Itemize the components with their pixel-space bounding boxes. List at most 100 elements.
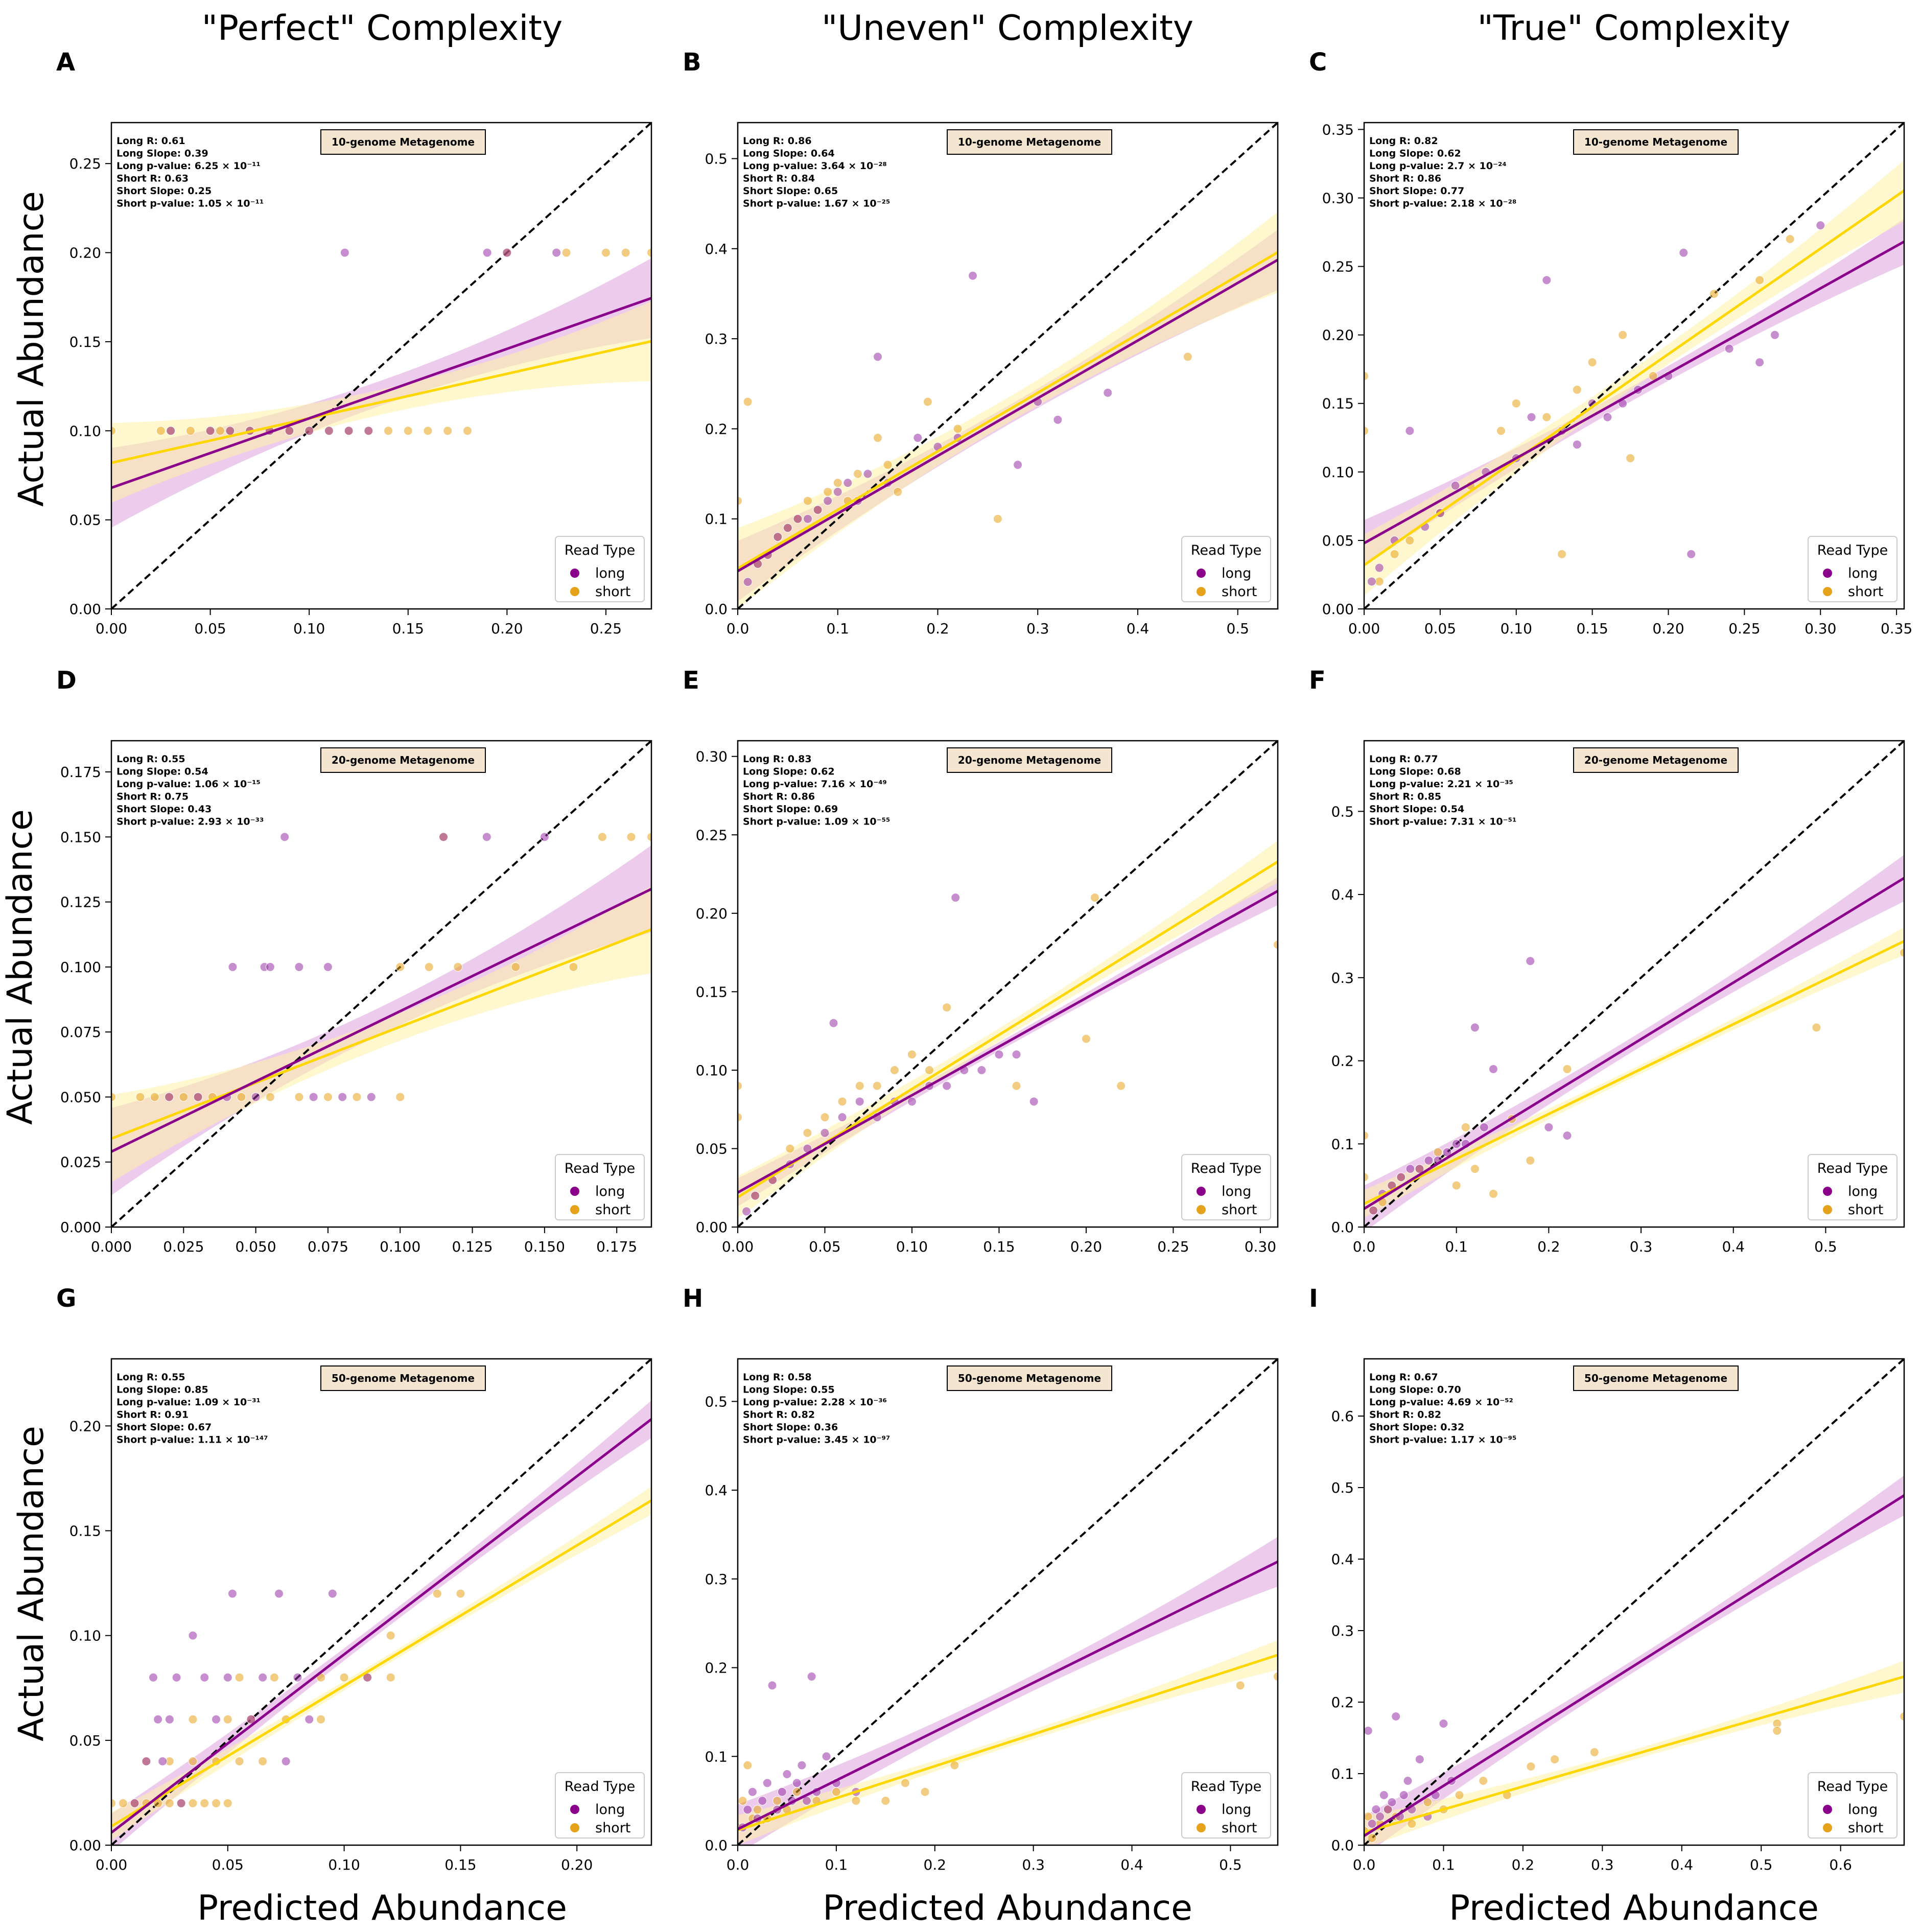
axes-frame bbox=[737, 740, 1279, 1228]
stats-line: Long Slope: 0.39 bbox=[116, 148, 208, 159]
long-point bbox=[793, 514, 803, 524]
long-point bbox=[482, 832, 491, 842]
long-point bbox=[439, 832, 449, 842]
short-point bbox=[743, 397, 753, 407]
stats-line: Short R: 0.75 bbox=[116, 791, 189, 803]
long-point bbox=[777, 1787, 787, 1797]
short-point bbox=[1526, 1762, 1536, 1771]
y-tick-label: 0.3 bbox=[705, 1571, 728, 1588]
long-point bbox=[552, 248, 561, 257]
short-point bbox=[1423, 1798, 1433, 1807]
short-point bbox=[738, 496, 742, 506]
title-box bbox=[320, 1365, 486, 1391]
y-tick-label: 0.025 bbox=[60, 1154, 101, 1171]
short-point bbox=[647, 832, 651, 842]
y-tick-label: 0.0 bbox=[1331, 1219, 1354, 1236]
short-point bbox=[1364, 371, 1369, 381]
x-tick-label: 0.05 bbox=[212, 1856, 244, 1873]
long-point bbox=[1013, 460, 1023, 469]
x-tick-label: 0.050 bbox=[236, 1238, 276, 1255]
short-point bbox=[1235, 1681, 1245, 1690]
short-point bbox=[111, 1092, 116, 1102]
short-point bbox=[792, 1787, 802, 1797]
long-regression-line bbox=[111, 1418, 651, 1834]
legend-long-marker bbox=[1197, 569, 1206, 578]
panel-letter-D: D bbox=[56, 666, 77, 695]
identity-line bbox=[1364, 741, 1904, 1227]
short-point bbox=[561, 248, 571, 257]
short-point bbox=[743, 1760, 753, 1770]
long-point bbox=[1562, 1130, 1572, 1140]
y-tick-label: 0.00 bbox=[69, 601, 101, 618]
x-tick-label: 0.4 bbox=[1127, 620, 1150, 637]
short-point bbox=[423, 426, 433, 436]
title-box bbox=[947, 129, 1112, 155]
y-tick-label: 0.05 bbox=[69, 512, 101, 529]
stats-line: Short Slope: 0.54 bbox=[1369, 804, 1464, 815]
short-point bbox=[323, 1092, 333, 1102]
panels: A 0.00 0.05 0.10 0.15 0.20 0.25 0.00 0.05 0.10 0.1… bbox=[56, 48, 1912, 1873]
y-tick-label: 0.1 bbox=[1331, 1765, 1354, 1782]
legend-long-label: long bbox=[1848, 1802, 1878, 1818]
short-point bbox=[111, 426, 116, 436]
stats-line: Short p-value: 1.09 × 10⁻⁵⁵ bbox=[743, 816, 890, 828]
short-point bbox=[200, 1798, 209, 1808]
legend bbox=[1181, 536, 1271, 602]
long-point bbox=[340, 248, 349, 257]
short-point bbox=[626, 832, 636, 842]
stats-line: Long R: 0.67 bbox=[1369, 1372, 1438, 1383]
short-point bbox=[1589, 1748, 1599, 1757]
long-point bbox=[743, 1805, 753, 1815]
long-point bbox=[751, 1191, 760, 1200]
y-tick-label: 0.00 bbox=[696, 1219, 728, 1236]
legend-title: Read Type bbox=[1817, 1161, 1888, 1176]
legend-long-marker bbox=[1823, 1187, 1832, 1196]
short-point bbox=[258, 1756, 268, 1766]
stats-line: Long p-value: 7.16 × 10⁻⁴⁹ bbox=[743, 779, 887, 790]
legend-title: Read Type bbox=[1191, 1779, 1261, 1795]
short-point bbox=[1183, 352, 1192, 362]
x-tick-label: 0.5 bbox=[1219, 1856, 1242, 1873]
short-point bbox=[156, 426, 166, 436]
x-tick-label: 0.2 bbox=[1537, 1238, 1560, 1255]
legend bbox=[1808, 536, 1897, 602]
x-tick-label: 0.000 bbox=[91, 1238, 132, 1255]
panel-E: E 0.00 0.05 0.10 0.15 0.20 0.25 0.30 0.00 0.05 0.1… bbox=[683, 666, 1279, 1255]
panel-title: 10-genome Metagenome bbox=[958, 136, 1101, 148]
short-point bbox=[823, 487, 833, 497]
legend-long-label: long bbox=[1222, 1184, 1251, 1199]
short-point bbox=[738, 1081, 742, 1091]
long-point bbox=[1526, 956, 1535, 966]
short-point bbox=[403, 426, 413, 436]
short-point bbox=[235, 1756, 244, 1766]
short-point bbox=[889, 1065, 899, 1075]
stats-line: Short Slope: 0.25 bbox=[116, 185, 212, 197]
short-point bbox=[1900, 948, 1904, 957]
identity-line bbox=[111, 123, 651, 609]
short-point bbox=[893, 487, 903, 497]
panel-title: 20-genome Metagenome bbox=[958, 754, 1101, 766]
long-regression-line bbox=[1364, 877, 1904, 1210]
stats-line: Short p-value: 7.31 × 10⁻⁵¹ bbox=[1369, 816, 1516, 828]
short-point bbox=[1618, 330, 1628, 340]
long-point bbox=[1383, 1805, 1393, 1814]
x-tick-label: 0.05 bbox=[809, 1238, 840, 1255]
x-tick-label: 0.2 bbox=[924, 1856, 947, 1873]
short-regression-line bbox=[111, 1499, 651, 1828]
y-tick-label: 0.1 bbox=[705, 1748, 728, 1765]
legend-long-marker bbox=[1823, 569, 1832, 578]
x-tick-label: 0.35 bbox=[1881, 620, 1912, 637]
x-tick-label: 0.150 bbox=[524, 1238, 565, 1255]
x-tick-label: 0.6 bbox=[1829, 1856, 1852, 1873]
y-tick-label: 0.20 bbox=[696, 905, 728, 922]
legend-short-marker bbox=[1197, 1823, 1206, 1832]
legend-short-marker bbox=[1823, 1205, 1832, 1214]
legend-short-label: short bbox=[595, 584, 630, 600]
short-point bbox=[1390, 549, 1399, 559]
axes-frame bbox=[1363, 122, 1905, 610]
long-point bbox=[1479, 1122, 1489, 1132]
long-point bbox=[1379, 1790, 1389, 1800]
y-tick-label: 0.1 bbox=[705, 511, 728, 528]
y-axis-label-row-3: Actual Abundance bbox=[11, 1426, 52, 1741]
short-point bbox=[1557, 549, 1567, 559]
